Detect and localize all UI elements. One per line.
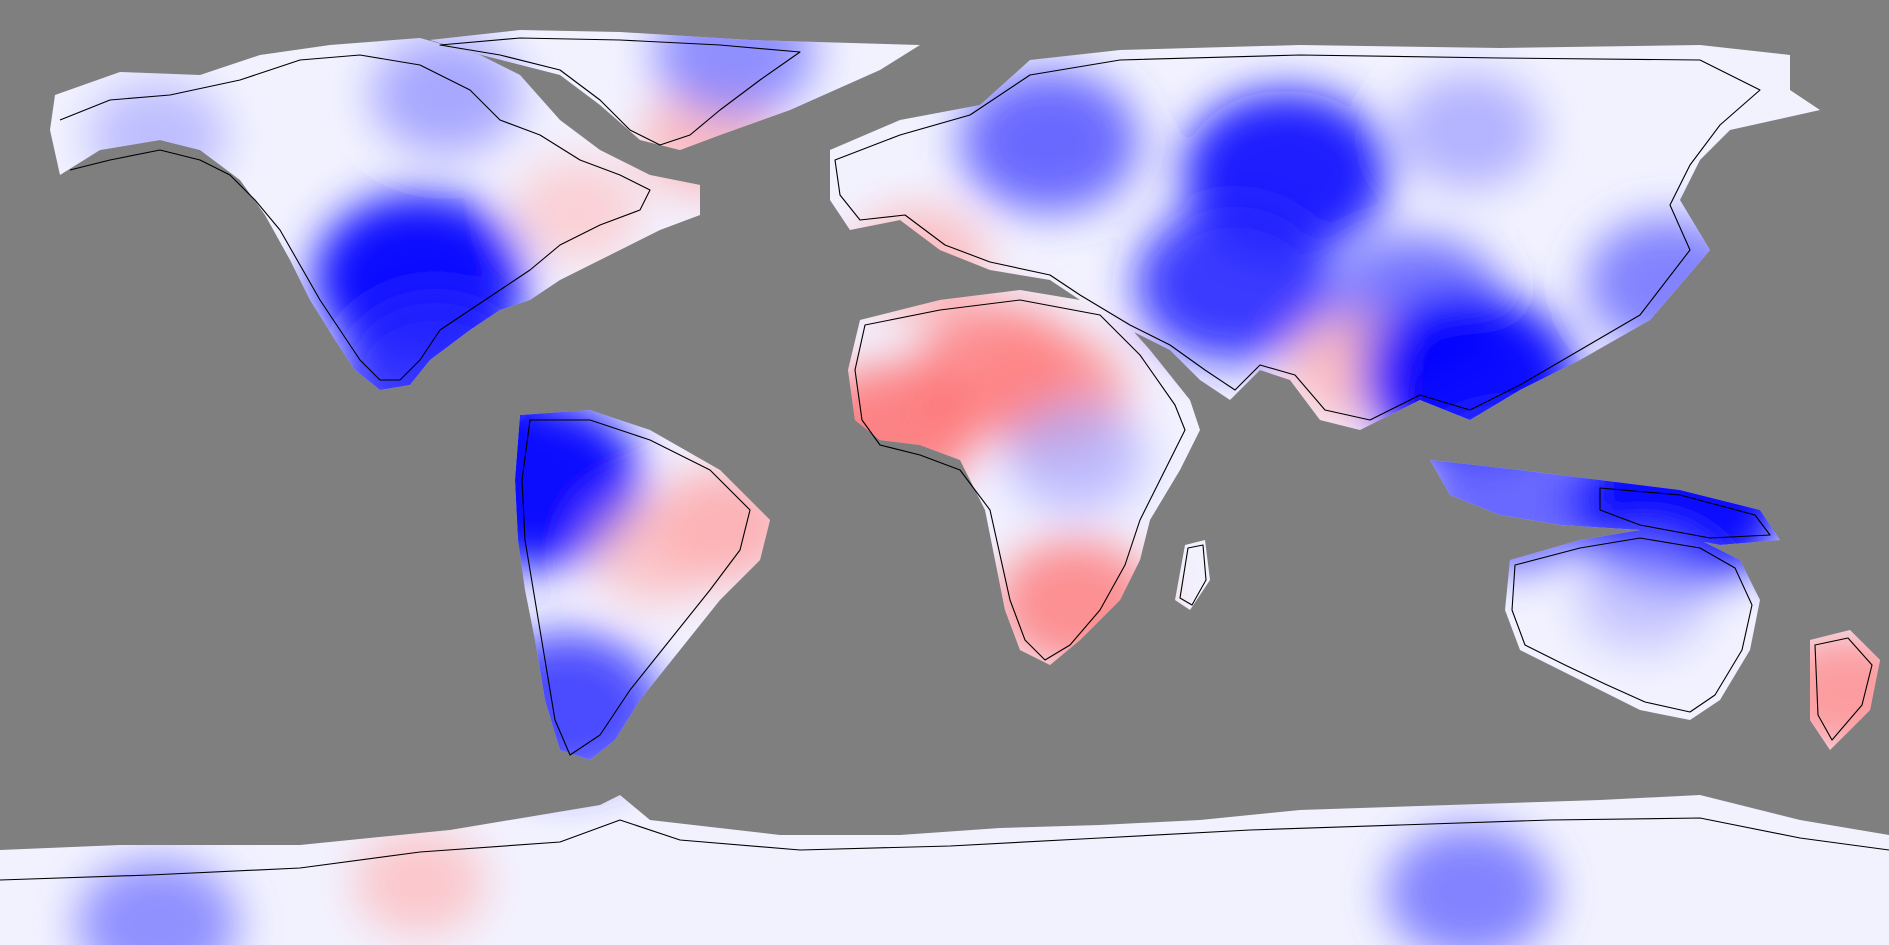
- coastlines: [0, 37, 1889, 881]
- coastline-greenland: [439, 37, 801, 146]
- anomaly-region-antarctica-west: [352, 828, 487, 936]
- coastline-eurasia: [834, 54, 1761, 421]
- anomaly-region-canadian-arctic: [370, 34, 522, 155]
- anomaly-region-scandinavia: [960, 70, 1139, 214]
- coastline-antarctica: [0, 817, 1889, 881]
- coastline-australia: [1511, 537, 1753, 713]
- coastline-new-zealand: [1814, 637, 1873, 741]
- anomaly-region-eastern-canada: [513, 158, 642, 262]
- anomaly-region-caspian-iran: [1135, 205, 1331, 362]
- anomaly-region-central-africa: [1005, 401, 1146, 513]
- coastline-new-guinea: [1599, 487, 1771, 539]
- anomaly-region-antarctica-east: [1385, 825, 1553, 945]
- coastline-north-america: [59, 54, 651, 381]
- coastline-africa: [854, 299, 1186, 661]
- anomaly-region-greenland-north: [653, 30, 816, 118]
- anomaly-region-australia-interior: [1575, 545, 1710, 652]
- anomaly-region-central-brazil: [589, 497, 723, 605]
- anomaly-region-central-siberia: [1396, 73, 1542, 190]
- coastline-madagascar: [1179, 544, 1207, 606]
- coastline-south-america: [521, 419, 751, 756]
- anomaly-region-antarctica-south-edge: [76, 859, 239, 945]
